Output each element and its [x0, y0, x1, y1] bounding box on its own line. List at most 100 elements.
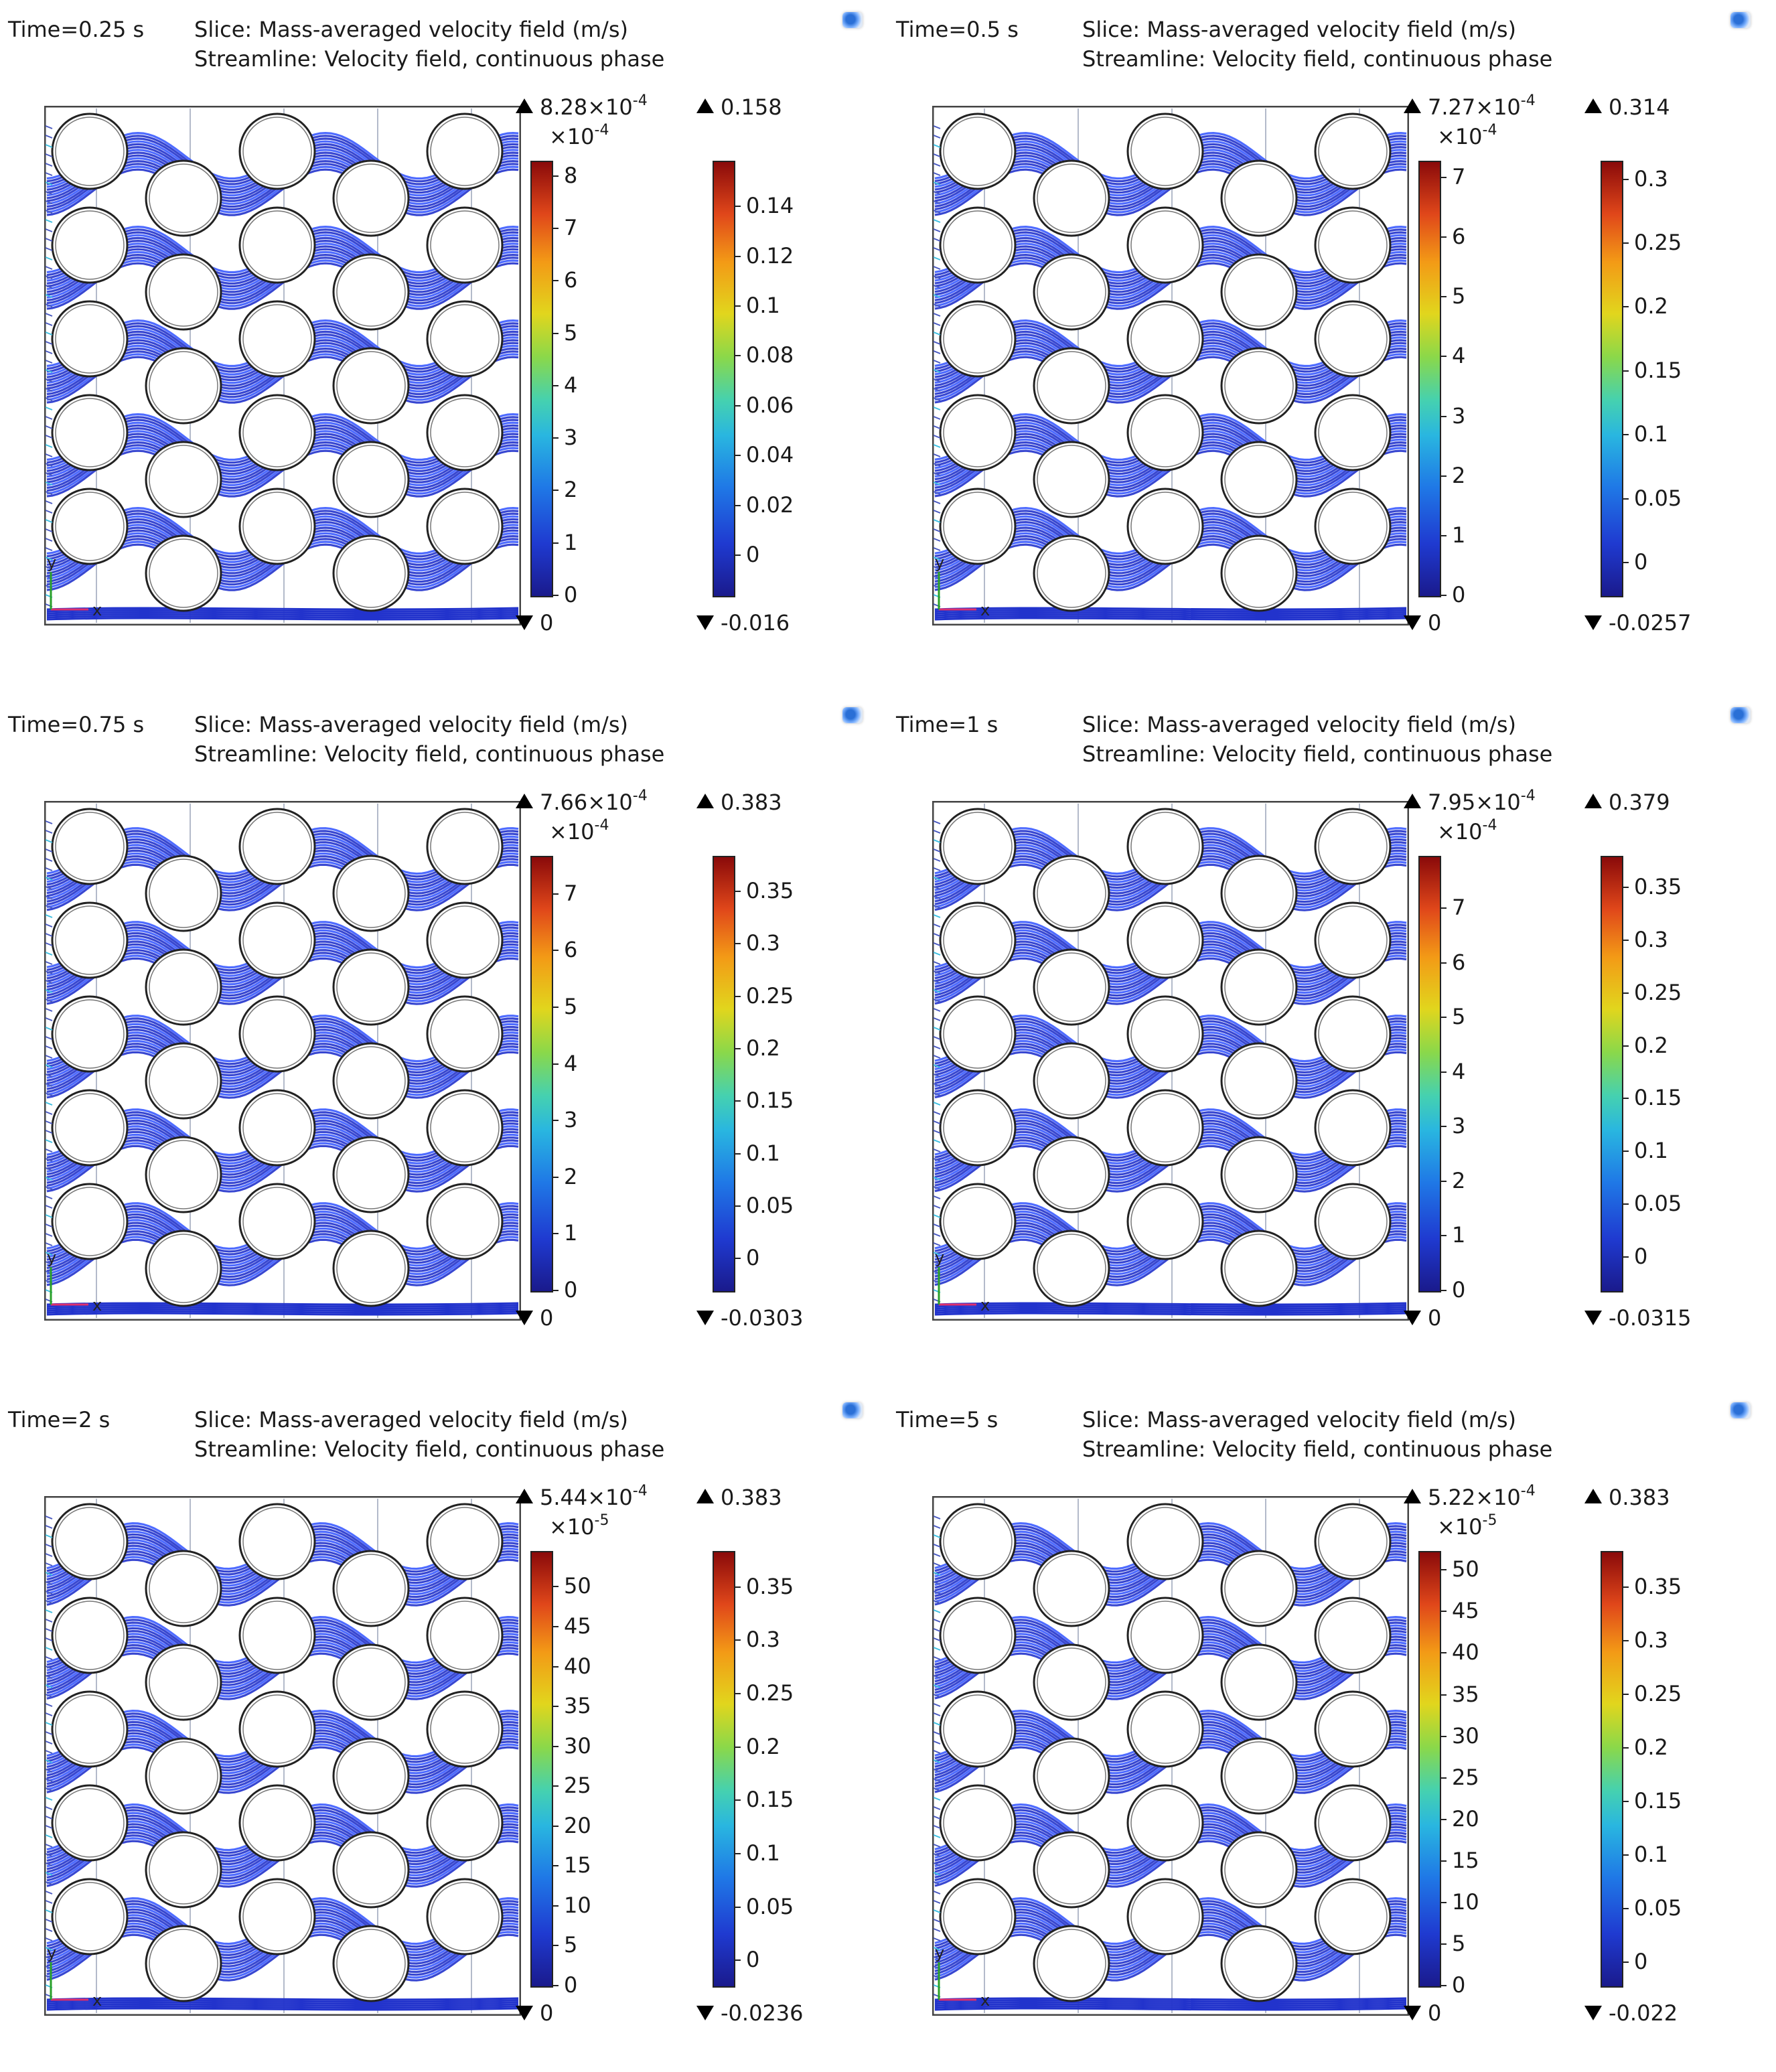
cylinder-inner-edge: [943, 1507, 1013, 1576]
inlet-marker: [933, 961, 941, 965]
max-triangle-icon: [696, 1489, 714, 1503]
streamline: [934, 2007, 1407, 2011]
comsol-view-icon[interactable]: [1730, 707, 1751, 723]
colorbar-tick-label: 30: [1452, 1722, 1479, 1749]
multiplier-exponent: -5: [1482, 1512, 1497, 1529]
inlet-marker: [45, 980, 53, 984]
colorbar-tick-label: 0.25: [1634, 1680, 1682, 1706]
cylinder-inner-edge: [242, 1187, 312, 1256]
inlet-marker: [45, 266, 53, 270]
cylinder-inner-edge: [430, 1187, 500, 1256]
inlet-marker: [933, 1825, 941, 1829]
cylinder: [332, 159, 410, 237]
inlet-marker: [45, 135, 53, 139]
colorbar-tick-mark: [1622, 886, 1629, 888]
comsol-view-icon[interactable]: [842, 12, 863, 28]
slice-colorbar: [713, 161, 735, 597]
colorbar-tick-mark: [552, 950, 559, 952]
colorbar-tick-mark: [734, 995, 741, 997]
cylinder: [238, 1784, 316, 1862]
inlet-marker: [45, 1862, 53, 1866]
inlet-marker: [933, 952, 941, 956]
cylinder-inner-edge: [1037, 1046, 1106, 1116]
colorbar-tick-mark: [1440, 1569, 1447, 1571]
cylinder-inner-edge: [1130, 1694, 1200, 1764]
cylinder-inner-edge: [55, 1694, 125, 1764]
colorbar-tick-mark: [552, 1233, 559, 1235]
inlet-marker: [933, 820, 941, 824]
colorbar-tick-mark: [734, 1799, 741, 1801]
comsol-view-icon[interactable]: [842, 1402, 863, 1418]
colorbar-tick-mark: [1622, 1151, 1629, 1153]
colorbar-tick-label: 0.2: [1634, 1734, 1668, 1760]
inlet-marker: [933, 247, 941, 251]
cylinder: [145, 1136, 222, 1213]
inlet-marker: [933, 1797, 941, 1801]
colorbar-tick-label: 3: [564, 425, 578, 451]
cylinder: [1220, 1230, 1298, 1307]
cylinder: [238, 1183, 316, 1260]
comsol-view-icon[interactable]: [842, 707, 863, 723]
colorbar-tick-label: 0.3: [746, 1627, 780, 1653]
inlet-marker: [933, 1684, 941, 1688]
colorbar-tick-mark: [1440, 1290, 1447, 1291]
cylinder-inner-edge: [1318, 398, 1388, 467]
cylinder-inner-edge: [336, 1140, 406, 1209]
inlet-marker: [45, 1909, 53, 1913]
colorbar-tick-label: 45: [564, 1613, 591, 1639]
inlet-marker: [933, 1590, 941, 1595]
inlet-marker: [933, 1600, 941, 1604]
cylinder: [1126, 206, 1204, 284]
min-triangle-icon: [696, 615, 714, 630]
inlet-marker: [933, 1158, 941, 1162]
min-triangle-icon: [696, 1311, 714, 1325]
inlet-marker: [45, 191, 53, 195]
cylinder: [939, 1089, 1017, 1167]
cylinder: [1033, 855, 1110, 932]
inlet-marker: [45, 1195, 53, 1199]
velocity-max-mantissa: 8.28×10: [540, 94, 633, 120]
cylinder: [1314, 206, 1392, 284]
slice-max-value: 0.158: [721, 94, 782, 120]
colorbar-tick-label: 0.1: [1634, 1841, 1668, 1867]
cylinder: [1126, 113, 1204, 190]
inlet-marker: [45, 1628, 53, 1632]
plot-frame: [932, 800, 1410, 1321]
inlet-marker: [45, 1525, 53, 1529]
inlet-marker: [933, 980, 941, 984]
cylinder: [939, 488, 1017, 565]
cylinder: [145, 534, 222, 612]
cylinder-inner-edge: [55, 492, 125, 561]
colorbar-tick-mark: [1440, 1017, 1447, 1019]
velocity-max-label: 7.95×10-4: [1404, 789, 1536, 814]
colorbar-tick-label: 8: [564, 162, 578, 188]
comsol-view-icon[interactable]: [1730, 1402, 1751, 1418]
cylinder-inner-edge: [336, 1835, 406, 1905]
inlet-marker: [45, 1214, 53, 1218]
velocity-min-value: 0: [540, 610, 554, 636]
colorbar-gradient: [1602, 857, 1622, 1291]
colorbar-tick-label: 0: [1452, 582, 1466, 607]
inlet-marker: [933, 500, 941, 504]
comsol-view-icon[interactable]: [1730, 12, 1751, 28]
cylinder-inner-edge: [430, 1601, 500, 1670]
colorbar-tick-mark: [1440, 475, 1447, 477]
cylinder: [426, 1690, 504, 1768]
cylinder: [332, 347, 410, 425]
streamline: [934, 2005, 1407, 2009]
colorbar-tick-label: 10: [1452, 1889, 1479, 1915]
inlet-marker: [933, 378, 941, 382]
colorbar-tick-label: 35: [1452, 1681, 1479, 1707]
time-label: Time=5 s: [896, 1407, 998, 1432]
cylinder: [426, 1878, 504, 1955]
inlet-marker: [45, 1036, 53, 1040]
colorbar-tick-mark: [1622, 242, 1629, 244]
colorbar-tick-label: 5: [564, 994, 578, 1020]
colorbar-tick-label: 0.1: [1634, 421, 1668, 447]
cylinder: [1314, 300, 1392, 378]
cylinder: [426, 488, 504, 565]
cylinder: [426, 1597, 504, 1674]
velocity-max-exponent: -4: [1520, 92, 1536, 109]
colorbar-tick-mark: [1440, 236, 1447, 238]
inlet-marker: [45, 1600, 53, 1604]
